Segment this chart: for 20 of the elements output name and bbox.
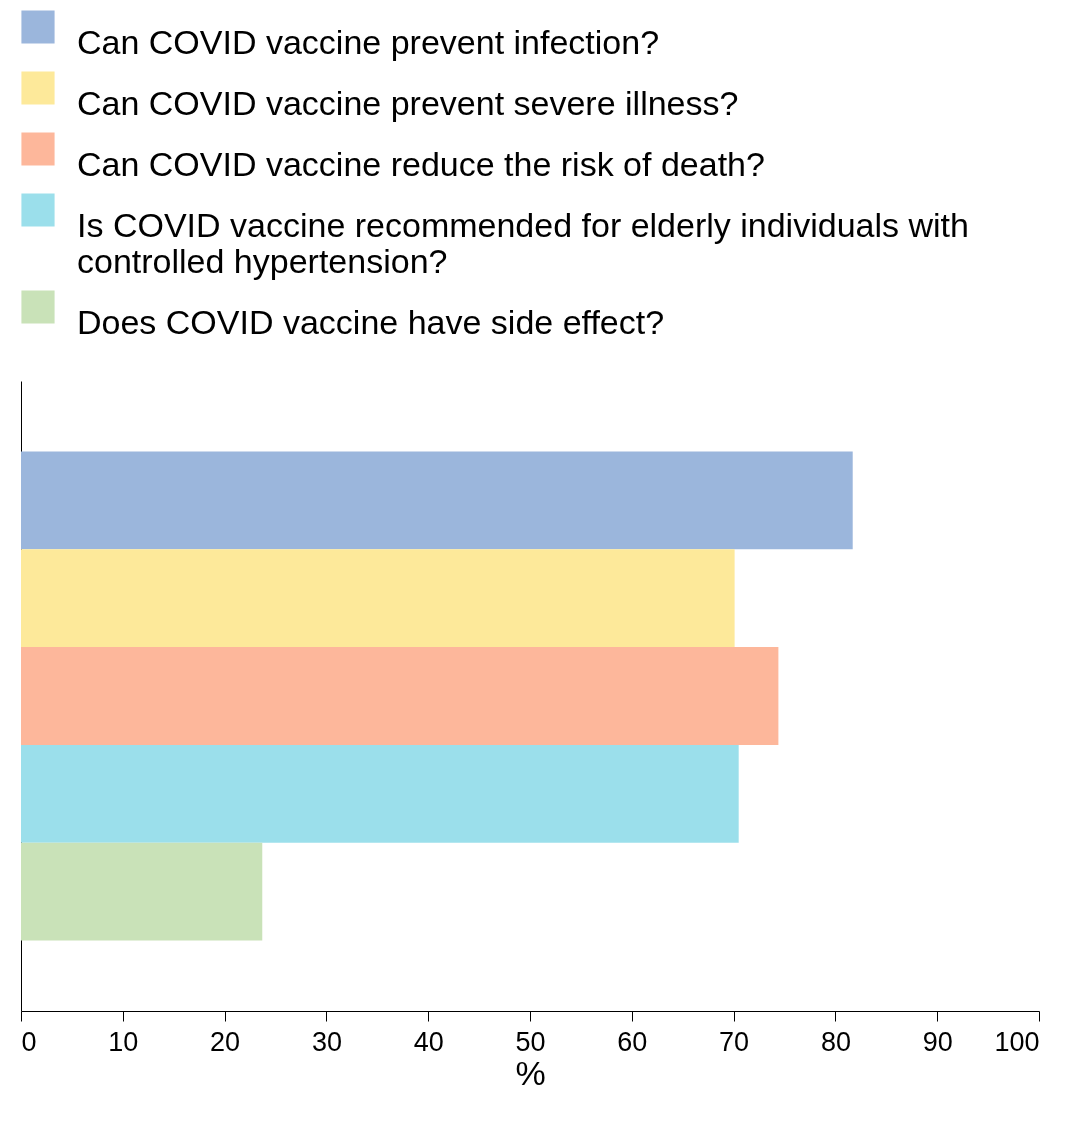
bar — [21, 647, 779, 745]
bar — [21, 744, 739, 843]
legend-label: Can COVID vaccine reduce the risk of death? — [77, 145, 765, 183]
x-tick-label: 90 — [922, 1026, 953, 1057]
legend-label: Can COVID vaccine prevent severe illness? — [77, 84, 739, 122]
x-tick-label: 40 — [413, 1026, 444, 1057]
x-tick-label: 60 — [617, 1026, 648, 1057]
x-tick-label: 0 — [21, 1026, 37, 1057]
bar — [21, 842, 263, 941]
legend-label: Does COVID vaccine have side effect? — [77, 303, 665, 341]
x-tick-label: 100 — [994, 1026, 1040, 1057]
x-tick-label: 20 — [210, 1026, 241, 1057]
x-tick-label: 80 — [820, 1026, 851, 1057]
bar — [21, 451, 853, 550]
legend-label: Is COVID vaccine recommended for elderly individuals with controlled hypertension? — [77, 206, 969, 280]
x-tick-label: 30 — [311, 1026, 342, 1057]
bar — [21, 549, 735, 648]
x-tick-label: 70 — [719, 1026, 750, 1057]
legend-label: Can COVID vaccine prevent infection? — [77, 23, 660, 61]
x-tick-label: 10 — [108, 1026, 139, 1057]
